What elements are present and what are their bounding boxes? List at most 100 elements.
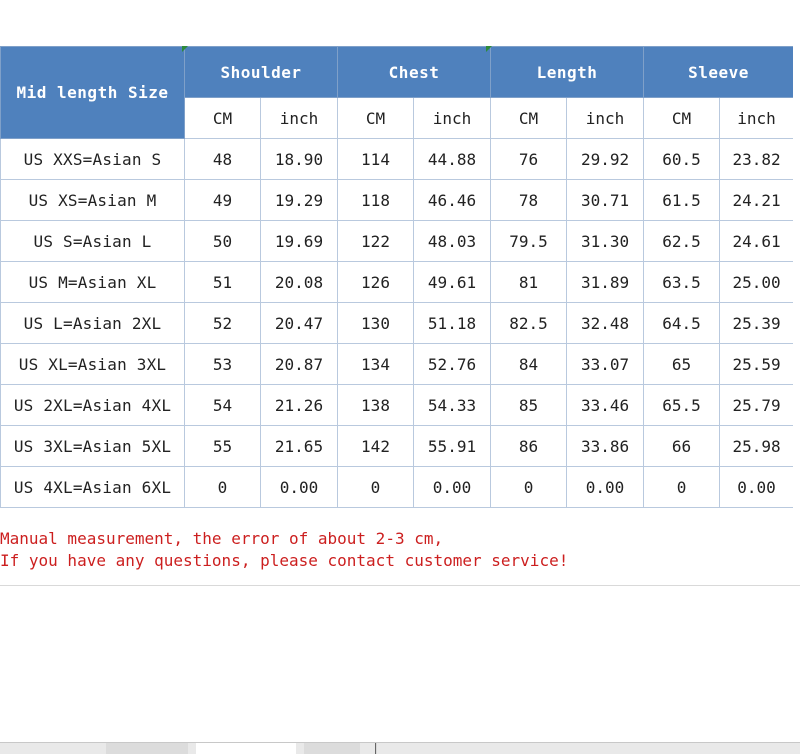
measurement-cell: 60.5 bbox=[643, 138, 721, 180]
size-label-cell: US 4XL=Asian 6XL bbox=[0, 466, 185, 508]
table-row: US 2XL=Asian 4XL 54 21.26 138 54.33 85 33.46 65… bbox=[0, 384, 795, 426]
measurement-cell: 25.79 bbox=[719, 384, 795, 426]
sheet-top-area bbox=[0, 0, 800, 47]
measurement-cell: 51.18 bbox=[412, 302, 492, 344]
measurement-cell: 65.5 bbox=[643, 384, 721, 426]
table-row: US L=Asian 2XL 52 20.47 130 51.18 82.5 32.48 64… bbox=[0, 302, 795, 344]
measurement-cell: 50 bbox=[184, 220, 261, 262]
measurement-cell: 31.89 bbox=[566, 261, 645, 303]
measurement-cell: 25.98 bbox=[719, 425, 795, 467]
sheet-tab[interactable] bbox=[304, 743, 360, 754]
measurement-cell: 122 bbox=[337, 220, 414, 262]
divider bbox=[0, 585, 800, 586]
measurement-cell: 61.5 bbox=[643, 179, 721, 221]
measurement-cell: 21.65 bbox=[260, 425, 338, 467]
group-header-chest: Chest bbox=[336, 46, 492, 98]
measurement-cell: 0.00 bbox=[412, 466, 492, 508]
measurement-cell: 82.5 bbox=[490, 302, 568, 344]
measurement-cell: 33.07 bbox=[566, 343, 645, 385]
measurement-cell: 46.46 bbox=[412, 179, 492, 221]
table-row: US 3XL=Asian 5XL 55 21.65 142 55.91 86 33.86 66… bbox=[0, 425, 795, 467]
unit-header: inch bbox=[260, 97, 338, 139]
unit-header: inch bbox=[566, 97, 645, 139]
sheet-tab-bar: | bbox=[0, 742, 800, 754]
group-header-length: Length bbox=[490, 46, 645, 98]
measurement-cell: 19.69 bbox=[260, 220, 338, 262]
measurement-cell: 85 bbox=[490, 384, 568, 426]
measurement-cell: 138 bbox=[337, 384, 414, 426]
sheet-tab[interactable] bbox=[106, 743, 188, 754]
measurement-cell: 54 bbox=[184, 384, 261, 426]
header-group-row: Mid length Size Shoulder Chest Length Sl… bbox=[0, 46, 795, 139]
measurement-cell: 20.87 bbox=[260, 343, 338, 385]
measurement-cell: 114 bbox=[337, 138, 414, 180]
measurement-cell: 44.88 bbox=[412, 138, 492, 180]
size-label-cell: US 2XL=Asian 4XL bbox=[0, 384, 185, 426]
measurement-cell: 0 bbox=[337, 466, 414, 508]
add-sheet-icon[interactable]: | bbox=[372, 742, 380, 754]
measurement-cell: 55 bbox=[184, 425, 261, 467]
measurement-cell: 118 bbox=[337, 179, 414, 221]
table-row: US M=Asian XL 51 20.08 126 49.61 81 31.89 63.5 2… bbox=[0, 261, 795, 303]
size-chart-table: Mid length Size Shoulder Chest Length Sl… bbox=[0, 46, 795, 508]
measurement-cell: 52 bbox=[184, 302, 261, 344]
measurement-cell: 54.33 bbox=[412, 384, 492, 426]
measurement-cell: 0.00 bbox=[260, 466, 338, 508]
measurement-cell: 21.26 bbox=[260, 384, 338, 426]
table-row: US 4XL=Asian 6XL 0 0.00 0 0.00 0 0.00 0 0.00 bbox=[0, 466, 795, 508]
measurement-cell: 142 bbox=[337, 425, 414, 467]
measurement-cell: 19.29 bbox=[260, 179, 338, 221]
size-label-cell: US S=Asian L bbox=[0, 220, 185, 262]
measurement-cell: 76 bbox=[490, 138, 568, 180]
table-row: US XL=Asian 3XL 53 20.87 134 52.76 84 33.07 65 2… bbox=[0, 343, 795, 385]
sheet-tab-active[interactable] bbox=[196, 743, 296, 754]
measurement-cell: 25.59 bbox=[719, 343, 795, 385]
measurement-cell: 134 bbox=[337, 343, 414, 385]
measurement-cell: 0 bbox=[184, 466, 261, 508]
measurement-cell: 25.00 bbox=[719, 261, 795, 303]
measurement-cell: 66 bbox=[643, 425, 721, 467]
measurement-cell: 20.47 bbox=[260, 302, 338, 344]
measurement-cell: 51 bbox=[184, 261, 261, 303]
unit-header-row: CM inch CM inch CM inch CM inch bbox=[1, 97, 795, 139]
measurement-cell: 52.76 bbox=[412, 343, 492, 385]
measurement-cell: 65 bbox=[643, 343, 721, 385]
corner-header: Mid length Size bbox=[0, 46, 185, 139]
measurement-cell: 84 bbox=[490, 343, 568, 385]
sheet-edge bbox=[793, 46, 800, 586]
measurement-cell: 130 bbox=[337, 302, 414, 344]
unit-header: CM bbox=[337, 97, 414, 139]
measurement-cell: 81 bbox=[490, 261, 568, 303]
size-label-cell: US L=Asian 2XL bbox=[0, 302, 185, 344]
measurement-cell: 31.30 bbox=[566, 220, 645, 262]
measurement-cell: 33.46 bbox=[566, 384, 645, 426]
measurement-cell: 79.5 bbox=[490, 220, 568, 262]
group-header-shoulder: Shoulder bbox=[184, 46, 338, 98]
unit-header: inch bbox=[719, 97, 795, 139]
measurement-cell: 55.91 bbox=[412, 425, 492, 467]
measurement-cell: 25.39 bbox=[719, 302, 795, 344]
measurement-cell: 20.08 bbox=[260, 261, 338, 303]
size-label-cell: US 3XL=Asian 5XL bbox=[0, 425, 185, 467]
note-line-2: If you have any questions, please contac… bbox=[0, 551, 569, 570]
comment-marker-icon bbox=[182, 46, 188, 52]
measurement-cell: 24.61 bbox=[719, 220, 795, 262]
measurement-cell: 126 bbox=[337, 261, 414, 303]
measurement-cell: 33.86 bbox=[566, 425, 645, 467]
measurement-cell: 62.5 bbox=[643, 220, 721, 262]
measurement-cell: 78 bbox=[490, 179, 568, 221]
measurement-cell: 49.61 bbox=[412, 261, 492, 303]
measurement-cell: 24.21 bbox=[719, 179, 795, 221]
sheet-tab[interactable] bbox=[0, 743, 100, 754]
measurement-cell: 86 bbox=[490, 425, 568, 467]
measurement-cell: 30.71 bbox=[566, 179, 645, 221]
measurement-cell: 48 bbox=[184, 138, 261, 180]
comment-marker-icon bbox=[486, 46, 492, 52]
size-label-cell: US XS=Asian M bbox=[0, 179, 185, 221]
measurement-cell: 49 bbox=[184, 179, 261, 221]
measurement-cell: 48.03 bbox=[412, 220, 492, 262]
unit-header: CM bbox=[184, 97, 261, 139]
table-row: US XXS=Asian S 48 18.90 114 44.88 76 29.92 60.5… bbox=[0, 138, 795, 180]
group-header-sleeve: Sleeve bbox=[643, 46, 795, 98]
unit-header: inch bbox=[412, 97, 492, 139]
